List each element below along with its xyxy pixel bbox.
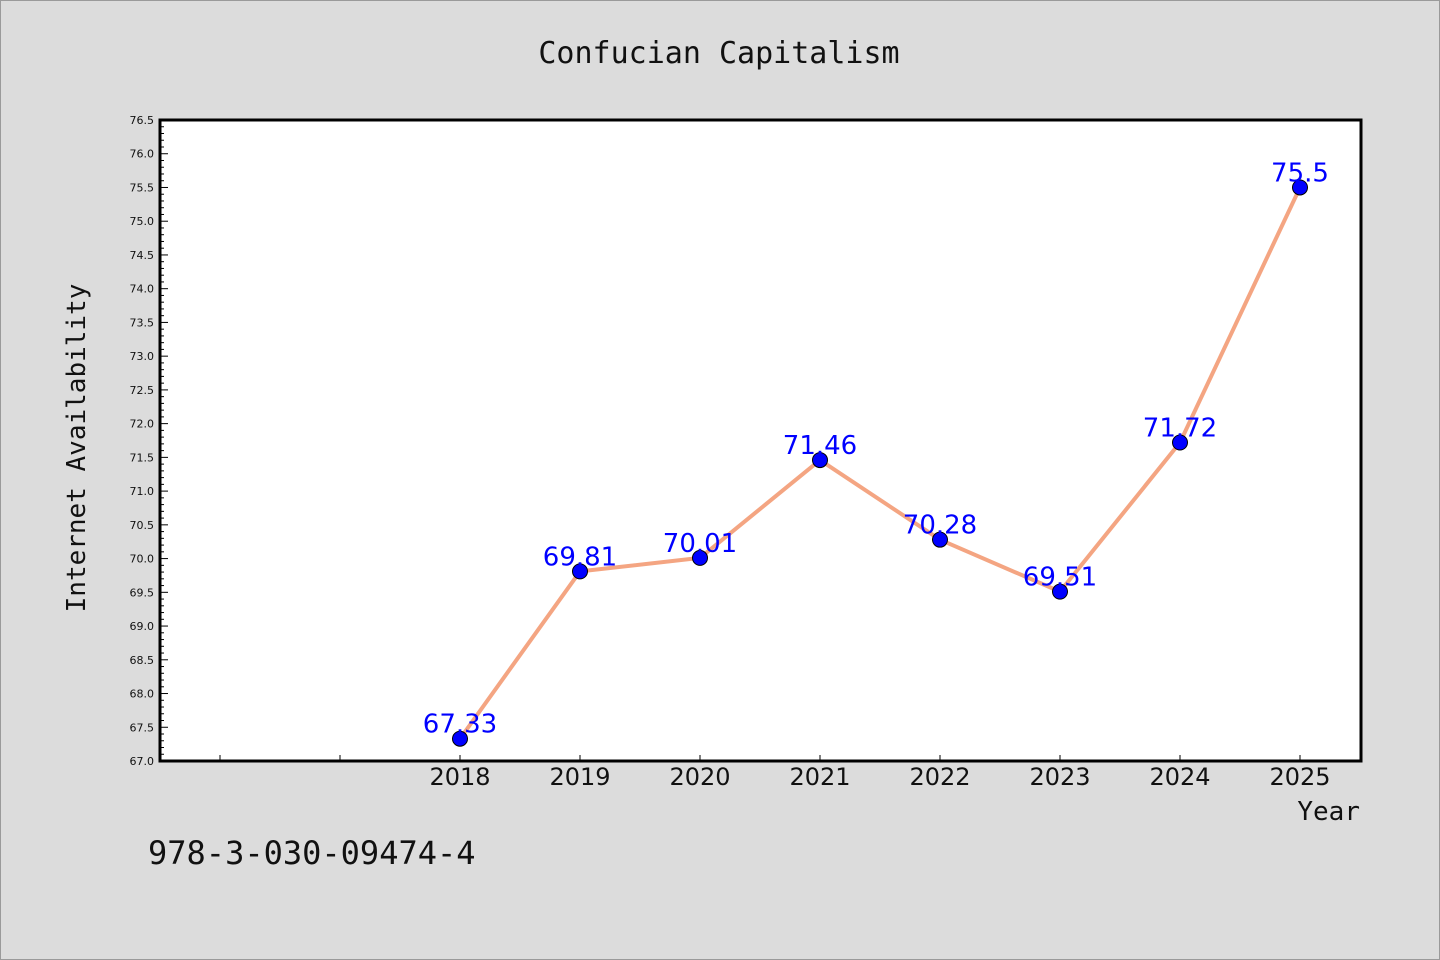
x-tick-label: 2020: [669, 763, 730, 791]
data-point: [1172, 434, 1188, 451]
data-point: [692, 549, 708, 566]
data-label: 67.33: [423, 710, 497, 740]
data-point: [1052, 583, 1068, 600]
data-point: [452, 730, 468, 747]
data-point: [812, 452, 828, 469]
y-tick-label: 75.0: [130, 215, 155, 228]
data-label: 70.01: [663, 529, 737, 559]
y-tick-label: 71.5: [130, 451, 155, 464]
data-label: 75.5: [1271, 158, 1329, 188]
y-tick-label: 67.0: [130, 755, 155, 768]
series-layer: 67.33 69.81 70.01 71.46 70.28 69.51 71.72 75.5: [423, 158, 1329, 747]
x-tick-label: 2024: [1149, 763, 1210, 791]
plot-area: [158, 118, 1363, 763]
y-tick-label: 70.5: [130, 519, 155, 532]
data-label: 71.46: [783, 431, 857, 461]
y-tick-label: 70.0: [130, 553, 155, 566]
y-tick-label: 71.0: [130, 485, 155, 498]
y-tick-label: 69.0: [130, 620, 155, 633]
y-axis: 67.0 67.5 68.0 68.5 69.0 69.5 70.0 70.5 71.0 71.5…: [130, 114, 168, 768]
chart-title: Confucian Capitalism: [538, 36, 899, 71]
data-point: [932, 531, 948, 548]
y-tick-label: 67.5: [130, 721, 155, 734]
y-tick-label: 73.0: [130, 350, 155, 363]
data-label: 69.51: [1023, 563, 1097, 593]
series-line: [458, 185, 1302, 741]
y-tick-label: 72.5: [130, 384, 155, 397]
y-tick-label: 69.5: [130, 586, 155, 599]
data-point: [1292, 179, 1308, 196]
x-tick-label: 2018: [429, 763, 490, 791]
y-tick-label: 76.0: [130, 148, 155, 161]
data-label: 70.28: [903, 511, 977, 541]
y-tick-label: 74.0: [130, 283, 155, 296]
y-tick-label: 76.5: [130, 114, 155, 127]
data-label: 69.81: [543, 542, 617, 572]
x-tick-label: 2022: [909, 763, 970, 791]
x-tick-label: 2019: [549, 763, 610, 791]
y-tick-label: 74.5: [130, 249, 155, 262]
data-point: [572, 563, 588, 580]
isbn-text: 978-3-030-09474-4: [148, 834, 476, 872]
x-tick-label: 2025: [1269, 763, 1330, 791]
y-tick-label: 72.0: [130, 418, 155, 431]
y-tick-label: 75.5: [130, 181, 155, 194]
data-label: 71.72: [1143, 414, 1217, 444]
y-tick-label: 68.0: [130, 688, 155, 701]
y-axis-label: Internet Availability: [62, 284, 92, 613]
y-tick-label: 68.5: [130, 654, 155, 667]
x-tick-label: 2021: [789, 763, 850, 791]
x-axis: 2018 2019 2020 2021 2022 2023 2024 2025: [219, 755, 1331, 791]
x-axis-label: Year: [1297, 797, 1360, 827]
y-tick-label: 73.5: [130, 316, 155, 329]
x-tick-label: 2023: [1029, 763, 1090, 791]
